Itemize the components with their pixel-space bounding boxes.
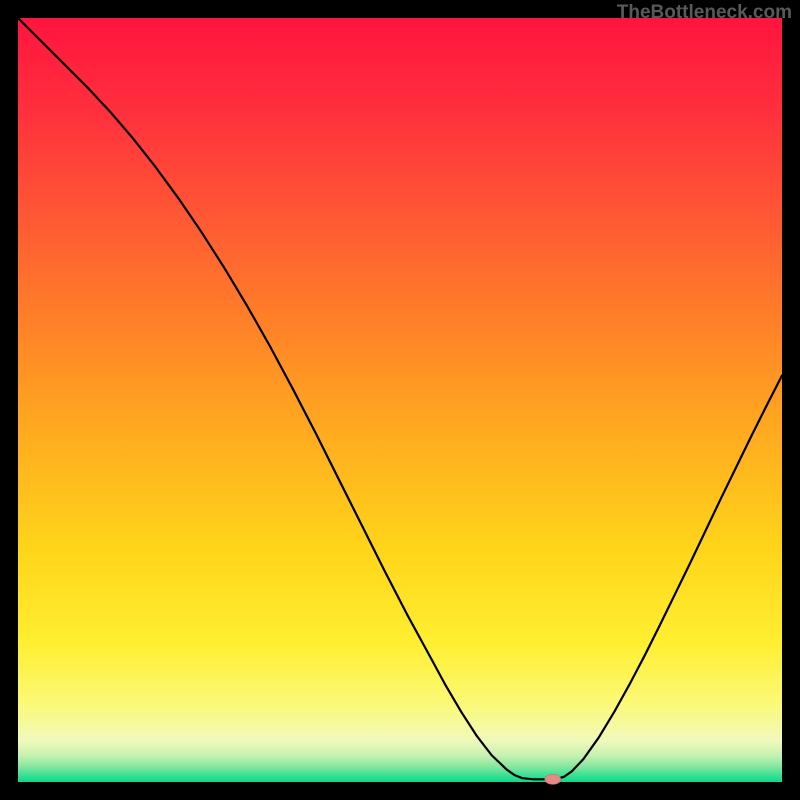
chart-container: { "attribution": { "text": "TheBottlenec… — [0, 0, 800, 800]
plot-background — [18, 18, 782, 782]
optimal-point-marker — [545, 774, 561, 784]
attribution-text: TheBottleneck.com — [617, 2, 792, 24]
bottleneck-curve-chart — [0, 0, 800, 800]
